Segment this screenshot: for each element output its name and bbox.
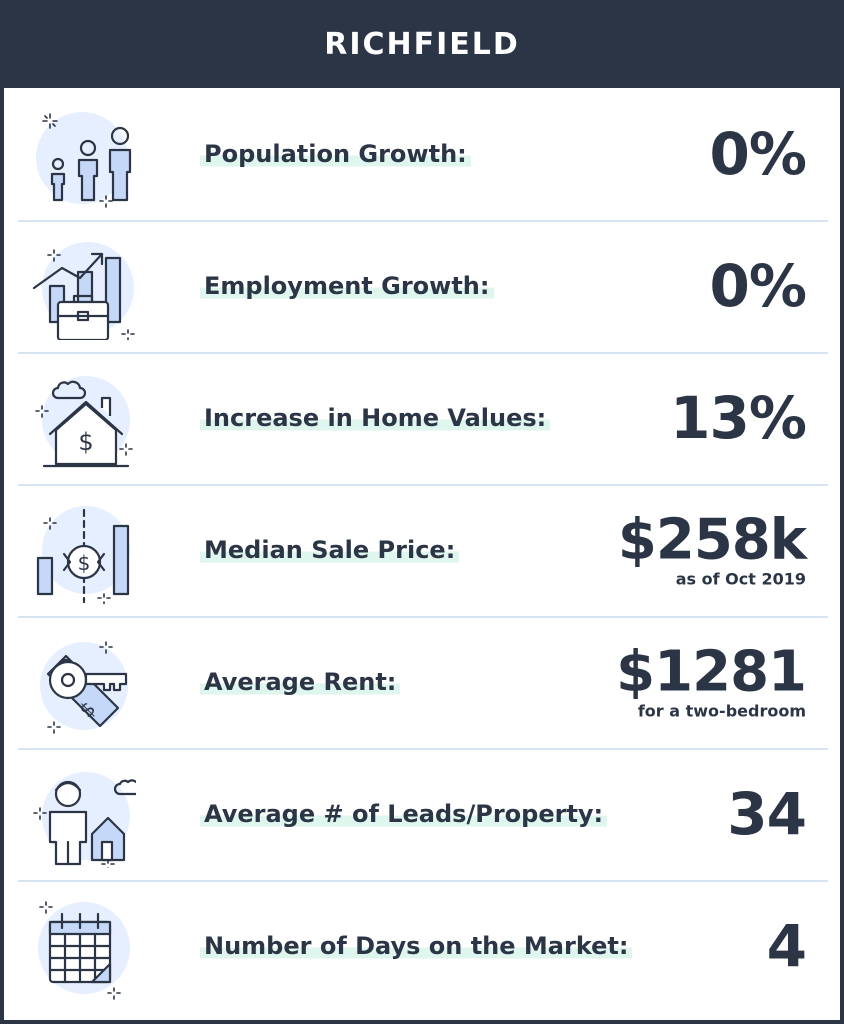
calendar-icon	[28, 892, 136, 1000]
stat-value: $1281	[616, 639, 807, 705]
stat-value: 13%	[670, 384, 807, 452]
stat-label: Median Sale Price:	[200, 535, 460, 565]
stat-note: as of Oct 2019	[675, 569, 806, 589]
stat-row-home-values: $ Increase in Home Values: 13%	[18, 352, 828, 486]
stat-value-wrap: 0%	[709, 120, 807, 188]
stat-value-wrap: $1281 for a two-bedroom	[616, 639, 807, 721]
stat-value-wrap: 13%	[670, 384, 807, 452]
stat-value-wrap: 4	[766, 912, 807, 980]
stat-value: 34	[727, 780, 807, 848]
stat-label: Population Growth:	[200, 139, 471, 169]
stat-label: Employment Growth:	[200, 271, 494, 301]
svg-text:$: $	[78, 551, 91, 575]
stat-label: Average # of Leads/Property:	[200, 799, 608, 829]
stat-value: $258k	[617, 507, 807, 573]
stat-value-wrap: 34	[727, 780, 807, 848]
briefcase-growth-icon	[28, 232, 136, 342]
stat-row-median-sale: $ Median Sale Price: $258k as of Oct 201…	[18, 484, 828, 618]
stat-row-population: Population Growth: 0%	[18, 88, 828, 222]
svg-text:$: $	[78, 428, 93, 456]
stat-row-leads: Average # of Leads/Property: 34	[18, 748, 828, 882]
stat-row-days-on-market: Number of Days on the Market: 4	[18, 880, 828, 1012]
stat-value: 4	[766, 912, 807, 980]
stat-value-wrap: $258k as of Oct 2019	[617, 507, 807, 589]
stat-value: 0%	[709, 120, 807, 188]
stats-card: Population Growth: 0%	[4, 88, 840, 1020]
key-tag-icon: $	[28, 628, 136, 736]
house-dollar-icon: $	[28, 364, 136, 472]
stat-label: Average Rent:	[200, 667, 401, 697]
header: RICHFIELD	[0, 0, 844, 88]
person-house-icon	[28, 760, 144, 871]
price-chart-icon: $	[28, 496, 136, 605]
stat-note: for a two-bedroom	[637, 701, 806, 721]
stat-value-wrap: 0%	[709, 252, 807, 320]
stat-label: Increase in Home Values:	[200, 403, 551, 433]
stat-label: Number of Days on the Market:	[200, 931, 633, 961]
stat-row-average-rent: $ Average Rent: $1281 for a two-bedroom	[18, 616, 828, 750]
people-icon	[28, 100, 136, 208]
page-title: RICHFIELD	[324, 26, 520, 62]
stat-value: 0%	[709, 252, 807, 320]
stat-row-employment: Employment Growth: 0%	[18, 220, 828, 354]
